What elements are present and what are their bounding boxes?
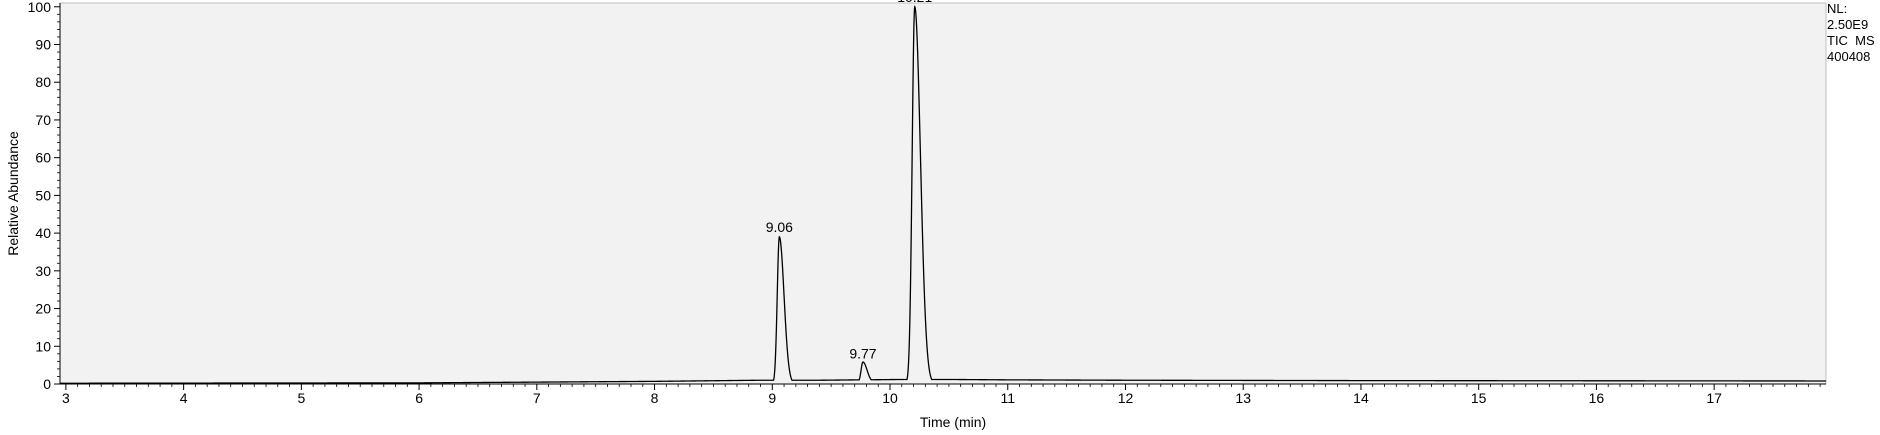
x-tick-label: 10	[882, 390, 898, 406]
tic-trace-line	[60, 5, 1826, 384]
x-tick-label: 3	[62, 390, 70, 406]
y-tick-label: 40	[35, 225, 51, 241]
x-tick-label: 11	[1000, 390, 1015, 406]
x-tick-label: 7	[533, 390, 541, 406]
y-tick-label: 10	[35, 338, 51, 354]
x-tick-label: 13	[1235, 390, 1251, 406]
x-tick-label: 12	[1118, 390, 1134, 406]
y-tick-label: 60	[35, 150, 51, 166]
x-tick-label: 4	[180, 390, 188, 406]
x-tick-label: 9	[768, 390, 776, 406]
y-tick-label: 80	[35, 74, 51, 90]
nl-label: NL:	[1827, 1, 1847, 16]
y-tick-label: 20	[35, 301, 51, 317]
y-tick-label: 0	[43, 376, 51, 392]
peak-label: 10.21	[897, 0, 932, 5]
x-axis-label: Time (min)	[920, 414, 986, 430]
y-tick-label: 70	[35, 112, 51, 128]
y-tick-label: 90	[35, 36, 51, 52]
x-tick-label: 5	[297, 390, 305, 406]
y-axis-label: Relative Abundance	[5, 131, 21, 256]
plot-area	[59, 2, 1827, 385]
peak-label: 9.06	[766, 219, 793, 235]
peak-label: 9.77	[849, 345, 876, 361]
x-tick-label: 8	[651, 390, 659, 406]
peak-label-group: 9.06 9.77 10.21	[766, 0, 933, 361]
scan-info-panel: NL: 2.50E9 TIC MS 400408	[1827, 1, 1875, 64]
file-id: 400408	[1827, 49, 1870, 64]
nl-value: 2.50E9	[1827, 17, 1868, 32]
x-tick-label: 14	[1353, 390, 1369, 406]
x-tick-label: 15	[1471, 390, 1487, 406]
x-tick-label: 6	[415, 390, 423, 406]
x-tick-label: 17	[1706, 390, 1722, 406]
y-tick-label: 100	[28, 0, 52, 15]
scan-type: TIC MS	[1827, 33, 1875, 48]
y-tick-label: 50	[35, 187, 51, 203]
y-tick-label: 30	[35, 263, 51, 279]
x-tick-label: 16	[1589, 390, 1605, 406]
